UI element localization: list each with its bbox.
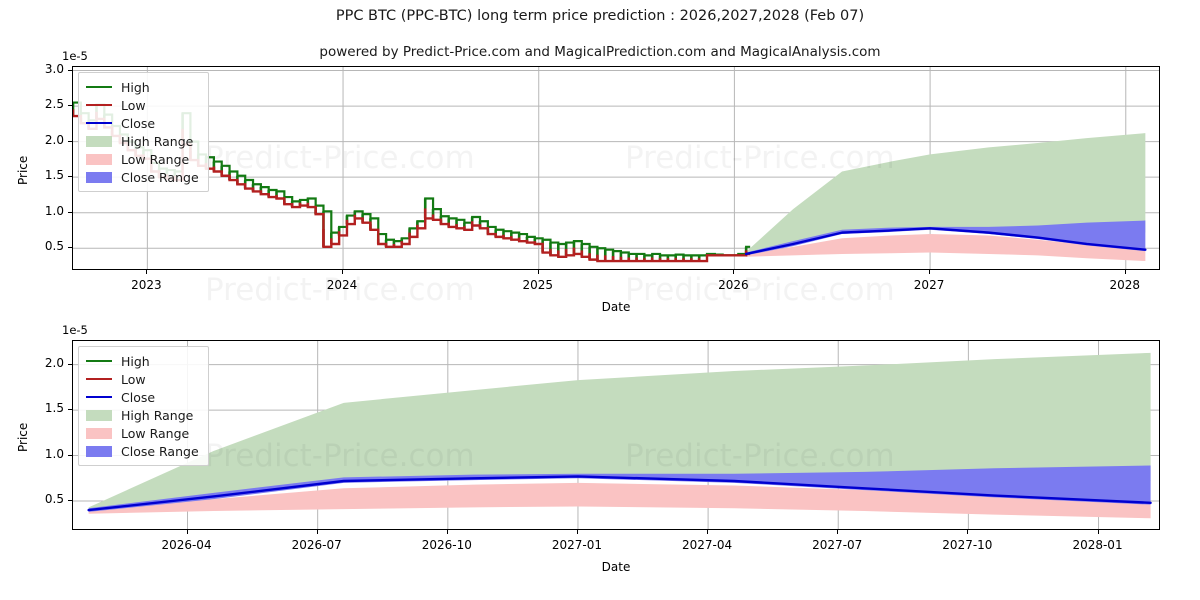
legend-label: Low [121,97,146,113]
legend-swatch-close-line-icon [86,396,112,398]
x-axis-tick-mark [316,530,318,534]
legend-label: Low Range [121,151,190,167]
x-axis-tick-mark [1097,530,1099,534]
y-axis-tick-mark [68,247,72,249]
bottom-legend: High Low Close High Range Low Range Close Ran… [78,346,209,466]
legend-label: Close Range [121,169,199,185]
x-axis-tick-label: 2027-04 [682,538,733,552]
x-axis-tick-mark [929,270,931,274]
legend-label: Low Range [121,425,190,441]
legend-label: Close [121,115,156,131]
legend-label: Low [121,371,146,387]
legend-item-close-range: Close Range [86,168,199,186]
legend-item-close: Close [86,114,199,132]
legend-item-close-range: Close Range [86,442,199,460]
x-axis-tick-label: 2026-04 [161,538,212,552]
y-axis-tick-label: 0.5 [44,492,64,506]
x-axis-tick-mark [537,270,539,274]
x-axis-tick-label: 2025 [522,278,553,292]
x-axis-tick-mark [576,530,578,534]
legend-item-low-range: Low Range [86,424,199,442]
legend-item-close: Close [86,388,199,406]
x-axis-tick-label: 2026-10 [421,538,472,552]
y-axis-tick-label: 3.0 [44,61,64,76]
legend-swatch-low-range-icon [86,153,112,165]
legend-swatch-high-range-icon [86,135,112,147]
x-axis-tick-label: 2028 [1109,278,1141,292]
y-axis-tick-label: 2.5 [44,97,64,112]
top-x-axis-label: Date [601,300,631,314]
bottom-x-axis-label: Date [601,560,631,574]
legend-item-high-range: High Range [86,406,199,424]
legend-swatch-close-range-icon [86,171,112,183]
legend-swatch-high-line-icon [86,86,112,88]
x-axis-tick-label: 2028-01 [1072,538,1123,552]
legend-swatch-close-line-icon [86,122,112,124]
y-axis-tick-label: 1.0 [44,203,64,218]
page-subtitle: powered by Predict-Price.com and Magical… [319,44,881,60]
x-axis-tick-mark [1124,270,1126,274]
top-plot-area [72,66,1160,270]
bottom-y-exponent: 1e-5 [62,323,88,337]
y-axis-tick-mark [68,363,72,365]
y-axis-tick-mark [68,176,72,178]
x-axis-tick-label: 2027-10 [942,538,993,552]
legend-swatch-low-line-icon [86,378,112,380]
bottom-plot-area [72,340,1160,530]
y-axis-tick-label: 1.0 [44,446,64,461]
legend-swatch-low-range-icon [86,427,112,439]
legend-item-low: Low [86,96,199,114]
y-axis-tick-label: 1.5 [44,168,64,183]
x-axis-tick-mark [342,270,344,274]
y-axis-tick-mark [68,105,72,107]
legend-swatch-low-line-icon [86,104,112,106]
y-axis-tick-mark [68,69,72,71]
y-axis-tick-mark [68,211,72,213]
y-axis-tick-label: 2.0 [44,355,64,370]
top-y-exponent: 1e-5 [62,49,88,63]
legend-item-high: High [86,78,199,96]
y-axis-tick-mark [68,140,72,142]
x-axis-tick-label: 2024 [326,278,358,292]
legend-swatch-high-range-icon [86,409,112,421]
legend-item-low: Low [86,370,199,388]
y-axis-tick-mark [68,500,72,501]
legend-label: Close Range [121,443,199,459]
y-axis-tick-label: 2.0 [44,132,64,147]
x-axis-tick-mark [837,530,839,534]
x-axis-tick-mark [967,530,969,534]
y-axis-tick-label: 0.5 [44,239,64,254]
legend-item-high: High [86,352,199,370]
x-axis-tick-mark [733,270,735,274]
x-axis-tick-label: 2027 [913,278,945,292]
y-axis-tick-mark [68,454,72,456]
y-axis-tick-label: 1.5 [44,401,64,416]
legend-item-high-range: High Range [86,132,199,150]
legend-swatch-high-line-icon [86,360,112,362]
top-legend: High Low Close High Range Low Range Close Ran… [78,72,209,192]
x-axis-tick-mark [707,530,709,534]
x-axis-tick-mark [146,270,148,274]
x-axis-tick-label: 2026-07 [291,538,342,552]
x-axis-tick-mark [186,530,188,534]
legend-label: High [121,353,150,369]
legend-label: High [121,79,150,95]
x-axis-tick-label: 2027-01 [551,538,603,552]
legend-label: High Range [121,133,194,149]
page-title: PPC BTC (PPC-BTC) long term price predic… [335,8,865,24]
x-axis-tick-mark [446,530,448,534]
legend-swatch-close-range-icon [86,445,112,457]
x-axis-tick-label: 2026 [718,278,749,292]
y-axis-tick-mark [68,409,72,411]
legend-item-low-range: Low Range [86,150,199,168]
x-axis-tick-label: 2027-07 [812,538,863,552]
legend-label: High Range [121,407,194,423]
x-axis-tick-label: 2023 [131,278,162,292]
legend-label: Close [121,389,156,405]
